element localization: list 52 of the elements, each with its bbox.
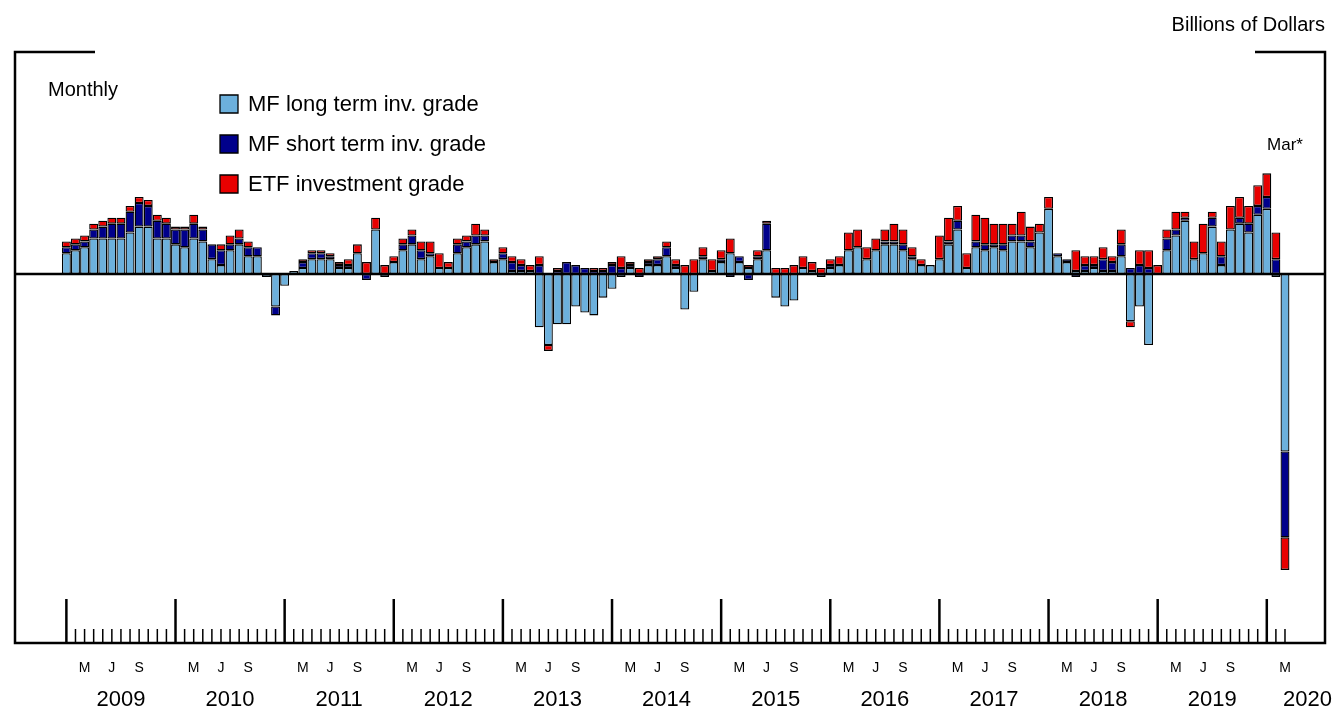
text: 2012	[423, 686, 473, 712]
x-tick-label: S	[243, 658, 253, 675]
x-tick-label: S	[789, 658, 799, 675]
x-tick-label: M	[951, 658, 964, 675]
x-tick-label: J	[654, 658, 661, 675]
legend-label: MF short term inv. grade	[248, 131, 486, 157]
x-tick-label: M	[515, 658, 527, 675]
text: 2010	[205, 686, 255, 712]
text: Mar*	[1267, 134, 1304, 154]
x-tick-label: S	[461, 658, 472, 675]
text: 2017	[969, 686, 1019, 712]
x-tick-label: J	[217, 658, 225, 675]
x-tick-label: S	[134, 658, 144, 675]
x-tick-label: J	[763, 658, 771, 675]
x-tick-label: M	[406, 658, 418, 675]
text: Billions of Dollars	[1171, 12, 1325, 35]
x-tick-label: J	[1199, 658, 1207, 675]
text: 2020	[1283, 686, 1333, 712]
text: 2015	[751, 686, 801, 712]
x-tick-label: S	[570, 658, 581, 675]
x-tick-label: J	[326, 658, 334, 675]
x-tick-label: J	[872, 658, 880, 675]
x-tick-label: S	[680, 658, 690, 675]
text: 2019	[1187, 686, 1237, 712]
x-tick-label: M	[78, 658, 91, 675]
legend-label: ETF investment grade	[248, 171, 465, 197]
text: 2018	[1078, 686, 1128, 712]
x-tick-label: M	[1279, 658, 1291, 675]
x-tick-label: M	[1170, 658, 1182, 675]
x-tick-label: M	[624, 658, 637, 675]
x-tick-label: J	[544, 658, 552, 675]
x-tick-label: J	[108, 658, 116, 675]
text: 2016	[860, 686, 910, 712]
x-tick-label: J	[1090, 658, 1098, 675]
x-tick-label: S	[352, 658, 363, 675]
text: 2011	[315, 686, 363, 712]
x-tick-label: M	[733, 658, 746, 675]
x-tick-label: J	[981, 658, 989, 675]
text: 2013	[532, 686, 582, 712]
text: 2014	[642, 686, 692, 712]
x-tick-label: M	[187, 658, 200, 675]
text: Monthly	[48, 77, 119, 100]
x-tick-label: M	[296, 658, 309, 675]
x-tick-label: M	[842, 658, 855, 675]
x-tick-label: M	[1060, 658, 1073, 675]
legend-label: MF long term inv. grade	[248, 91, 479, 117]
text: 2009	[96, 686, 146, 712]
x-tick-label: S	[1225, 658, 1236, 675]
x-tick-label: S	[1007, 658, 1017, 675]
x-tick-label: J	[435, 658, 443, 675]
x-tick-label: S	[898, 658, 908, 675]
x-tick-label: S	[1116, 658, 1126, 675]
